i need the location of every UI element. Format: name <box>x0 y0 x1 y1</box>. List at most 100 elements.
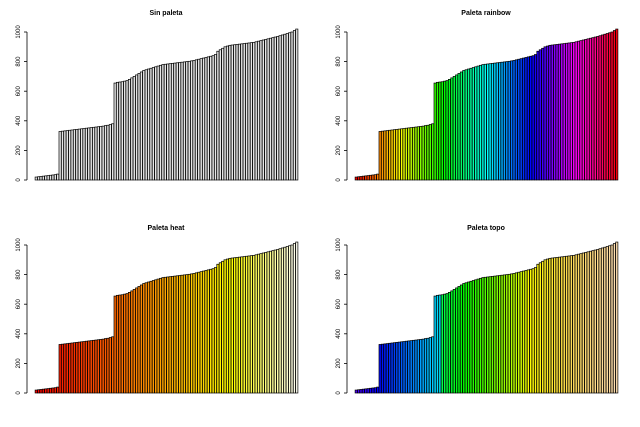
bar <box>416 339 420 394</box>
bar <box>156 65 160 181</box>
bar <box>447 79 451 181</box>
bar <box>393 129 396 181</box>
bar <box>58 344 62 394</box>
bar <box>498 62 502 181</box>
bar <box>593 249 597 394</box>
bar <box>579 253 583 394</box>
bar <box>264 252 268 394</box>
bar <box>421 125 425 181</box>
bar <box>424 125 427 181</box>
y-tick-labels: 0 200 400 600 800 1000 <box>16 25 22 182</box>
y-tick-label: 200 <box>16 358 22 369</box>
bar <box>548 44 552 181</box>
bar <box>192 273 196 394</box>
bar <box>603 246 607 394</box>
bar <box>175 275 179 394</box>
bar <box>187 60 191 181</box>
bar <box>414 126 418 181</box>
y-tick-label: 1000 <box>336 25 342 39</box>
bar <box>536 263 540 394</box>
y-tick-label: 200 <box>336 358 342 369</box>
bar <box>514 59 518 181</box>
bar <box>120 81 124 181</box>
bar <box>569 255 573 394</box>
bar <box>237 256 241 394</box>
bar <box>46 175 50 181</box>
bar <box>185 61 189 181</box>
bar <box>438 294 442 394</box>
bar <box>242 43 246 181</box>
bar <box>168 276 172 394</box>
bar <box>491 63 494 181</box>
bar <box>194 59 198 181</box>
bar <box>221 47 225 181</box>
bar <box>233 257 237 394</box>
bar <box>266 38 270 181</box>
bar <box>269 37 272 181</box>
bar <box>366 175 370 181</box>
bar <box>436 81 439 181</box>
bar <box>82 341 86 394</box>
bar <box>581 252 585 394</box>
bar <box>452 289 456 394</box>
bar <box>281 34 284 181</box>
bar <box>182 61 186 181</box>
bar <box>290 31 294 181</box>
bar <box>440 81 444 181</box>
bar <box>376 386 380 394</box>
y-ticks <box>344 31 347 181</box>
bar <box>455 287 459 394</box>
y-axis: 0 200 400 600 800 1000 <box>16 25 28 182</box>
bar <box>371 174 375 181</box>
bar <box>84 127 88 181</box>
bar <box>51 174 55 181</box>
bar <box>61 130 64 181</box>
y-tick-label: 800 <box>16 56 22 67</box>
bar <box>402 341 406 394</box>
bar <box>233 44 237 181</box>
bar <box>94 126 98 181</box>
bar <box>37 176 41 181</box>
y-tick-label: 800 <box>336 269 342 280</box>
bar <box>156 278 160 394</box>
bar <box>560 43 564 181</box>
bar <box>65 130 69 181</box>
bar <box>80 341 84 394</box>
bar <box>452 76 456 181</box>
bar <box>383 130 387 181</box>
y-tick-label: 400 <box>336 328 342 339</box>
bar <box>206 269 210 394</box>
bar <box>223 259 227 394</box>
bar <box>447 292 451 394</box>
bar <box>252 42 256 181</box>
bar <box>87 127 91 181</box>
bar <box>474 66 478 181</box>
bar <box>295 241 299 394</box>
bar <box>364 175 368 181</box>
bar <box>63 130 67 181</box>
bar <box>75 129 79 181</box>
y-axis: 0 200 400 600 800 1000 <box>336 25 348 182</box>
bar <box>199 271 203 394</box>
bar <box>589 250 592 394</box>
bar <box>283 246 287 394</box>
bar <box>70 342 74 394</box>
bar <box>397 341 401 394</box>
bar <box>400 341 404 394</box>
bar <box>218 49 222 181</box>
bar <box>180 61 184 181</box>
panel-sin-paleta: Sin paleta 0 200 400 600 800 1000 <box>16 10 299 182</box>
bar <box>56 173 60 181</box>
bar <box>123 293 127 394</box>
bar <box>443 80 447 181</box>
bar <box>65 343 69 394</box>
bar <box>572 255 576 394</box>
bar <box>111 336 115 394</box>
bar <box>483 276 487 394</box>
bar <box>116 81 119 181</box>
bar <box>223 46 227 181</box>
bar <box>388 129 392 181</box>
bar <box>412 126 416 181</box>
bar <box>70 129 74 181</box>
y-tick-label: 600 <box>16 86 22 97</box>
